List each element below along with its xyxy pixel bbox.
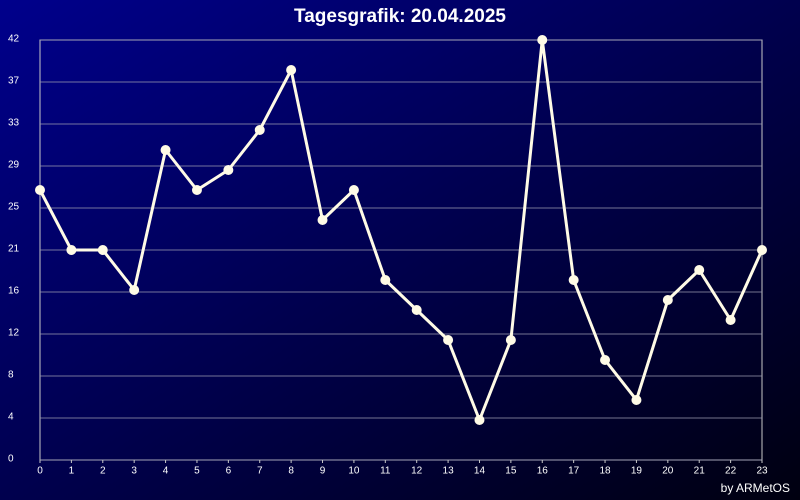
x-tick-label: 10: [348, 466, 360, 477]
data-point: [694, 265, 705, 275]
y-tick-label: 16: [8, 286, 20, 297]
y-tick-label: 0: [8, 454, 14, 465]
y-tick-label: 4: [8, 412, 14, 423]
x-tick-label: 21: [694, 466, 706, 477]
data-point: [662, 295, 673, 305]
data-point: [191, 185, 202, 195]
x-tick-label: 16: [537, 466, 549, 477]
data-point: [443, 335, 454, 345]
series-line: [38, 38, 764, 422]
data-point: [286, 65, 297, 75]
x-tick-label: 7: [257, 466, 263, 477]
y-tick-label: 29: [8, 160, 20, 171]
data-point: [380, 275, 391, 285]
y-tick-label: 42: [8, 34, 20, 45]
x-tick-label: 17: [568, 466, 580, 477]
x-tick-label: 2: [100, 466, 106, 477]
y-tick-label: 37: [8, 76, 20, 87]
data-point: [631, 395, 642, 405]
data-point: [505, 335, 516, 345]
data-point: [254, 125, 265, 135]
data-point: [317, 215, 328, 225]
data-point: [223, 165, 234, 175]
y-tick-label: 33: [8, 118, 20, 129]
y-tick-label: 12: [8, 328, 20, 339]
x-tick-label: 14: [474, 466, 486, 477]
x-tick-label: 20: [662, 466, 674, 477]
data-point: [725, 315, 736, 325]
data-point: [474, 415, 485, 425]
x-tick-label: 19: [631, 466, 643, 477]
data-point: [411, 305, 422, 315]
data-point: [537, 35, 548, 45]
x-tick-label: 15: [505, 466, 517, 477]
data-point: [757, 245, 767, 255]
x-tick-label: 0: [37, 466, 43, 477]
x-tick-label: 9: [320, 466, 326, 477]
data-point: [97, 245, 108, 255]
chart-title: Tagesgrafik: 20.04.2025: [294, 6, 506, 27]
x-tick-label: 12: [411, 466, 423, 477]
x-tick-label: 11: [380, 466, 391, 477]
x-tick-label: 6: [226, 466, 232, 477]
data-point: [568, 275, 579, 285]
x-tick-label: 22: [725, 466, 737, 477]
x-tick-label: 1: [69, 466, 75, 477]
x-tick-label: 23: [756, 466, 768, 477]
y-tick-label: 8: [8, 370, 14, 381]
x-tick-label: 18: [599, 466, 611, 477]
credit: by ARMetOS: [721, 481, 790, 495]
data-point: [35, 185, 45, 195]
x-tick-label: 5: [194, 466, 200, 477]
x-tick-label: 4: [163, 466, 169, 477]
data-point: [600, 355, 611, 365]
data-point: [66, 245, 77, 255]
data-point: [160, 145, 171, 155]
x-tick-label: 8: [288, 466, 294, 477]
y-tick-label: 21: [8, 244, 20, 255]
x-tick-label: 13: [443, 466, 455, 477]
data-point: [348, 185, 359, 195]
x-tick-label: 3: [131, 466, 137, 477]
y-tick-label: 25: [8, 202, 20, 213]
data-point: [129, 285, 140, 295]
